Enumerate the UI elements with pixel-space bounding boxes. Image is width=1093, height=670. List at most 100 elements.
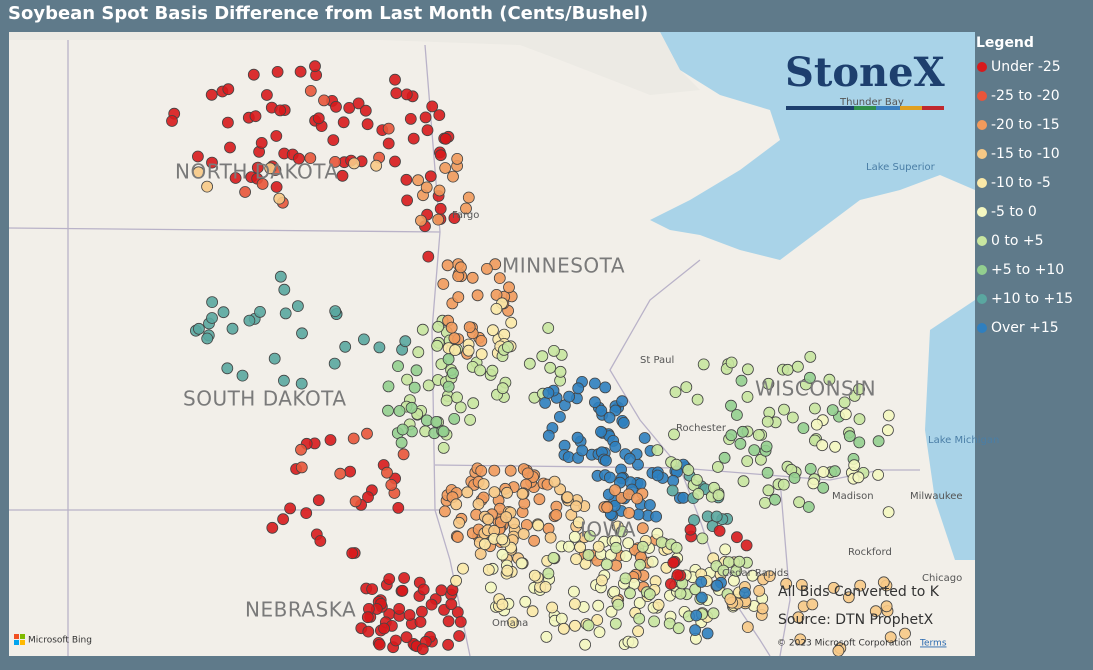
data-point[interactable] [592, 540, 605, 553]
data-point[interactable] [542, 322, 555, 334]
data-point[interactable] [222, 83, 235, 96]
data-point[interactable] [742, 363, 754, 376]
data-point[interactable] [461, 486, 474, 499]
data-point[interactable] [584, 530, 596, 542]
data-point[interactable] [441, 259, 454, 272]
data-point[interactable] [533, 493, 546, 506]
data-point[interactable] [599, 381, 612, 394]
data-point[interactable] [466, 271, 479, 284]
data-point[interactable] [780, 577, 793, 590]
data-point[interactable] [508, 517, 520, 529]
data-point[interactable] [430, 415, 443, 428]
legend-label[interactable]: -10 to -5 [991, 175, 1051, 191]
data-point[interactable] [475, 348, 488, 361]
data-point[interactable] [505, 316, 518, 329]
data-point[interactable] [467, 397, 480, 410]
data-point[interactable] [792, 360, 804, 373]
legend-swatch[interactable] [977, 178, 987, 188]
data-point[interactable] [451, 391, 463, 404]
data-point[interactable] [312, 494, 325, 507]
data-point[interactable] [254, 305, 266, 318]
data-point[interactable] [752, 429, 765, 441]
legend-label[interactable]: Under -25 [991, 59, 1061, 75]
data-point[interactable] [431, 339, 444, 352]
data-point[interactable] [521, 467, 534, 480]
data-point[interactable] [548, 344, 560, 357]
data-point[interactable] [408, 381, 421, 394]
data-point[interactable] [853, 436, 866, 449]
data-point[interactable] [420, 181, 433, 194]
legend-label[interactable]: +10 to +15 [991, 291, 1073, 307]
data-point[interactable] [746, 569, 759, 582]
data-point[interactable] [343, 102, 356, 114]
data-point[interactable] [361, 427, 373, 440]
data-point[interactable] [561, 491, 574, 504]
data-point[interactable] [382, 380, 395, 393]
data-point[interactable] [327, 134, 340, 147]
data-point[interactable] [474, 548, 487, 560]
data-point[interactable] [655, 536, 668, 549]
data-point[interactable] [221, 116, 234, 129]
data-point[interactable] [680, 381, 693, 394]
data-point[interactable] [793, 496, 805, 509]
data-point[interactable] [507, 616, 519, 629]
data-point[interactable] [589, 396, 601, 409]
data-point[interactable] [422, 379, 435, 392]
data-point[interactable] [665, 578, 677, 590]
data-point[interactable] [568, 531, 581, 543]
data-point[interactable] [399, 335, 412, 348]
data-point[interactable] [736, 425, 749, 438]
data-point[interactable] [462, 191, 475, 204]
data-point[interactable] [328, 357, 341, 370]
data-point[interactable] [619, 572, 632, 585]
data-point[interactable] [294, 65, 307, 78]
data-point[interactable] [243, 314, 256, 327]
data-point[interactable] [651, 469, 664, 482]
data-point[interactable] [486, 364, 499, 377]
data-point[interactable] [579, 638, 591, 651]
data-point[interactable] [490, 288, 503, 301]
data-point[interactable] [554, 365, 567, 378]
data-point[interactable] [410, 364, 423, 377]
data-point[interactable] [412, 174, 425, 187]
data-point[interactable] [684, 523, 697, 536]
data-point[interactable] [626, 636, 639, 649]
data-point[interactable] [593, 626, 606, 638]
data-point[interactable] [853, 413, 866, 426]
data-point[interactable] [592, 599, 605, 612]
data-point[interactable] [748, 444, 761, 457]
data-point[interactable] [528, 534, 540, 547]
data-point[interactable] [382, 404, 394, 417]
data-point[interactable] [496, 598, 509, 611]
data-point[interactable] [576, 444, 589, 457]
data-point[interactable] [712, 489, 725, 502]
data-point[interactable] [569, 619, 581, 632]
data-point[interactable] [454, 401, 467, 414]
data-point[interactable] [563, 540, 575, 553]
data-point[interactable] [570, 553, 582, 565]
data-point[interactable] [677, 491, 690, 504]
data-point[interactable] [362, 625, 375, 638]
data-point[interactable] [515, 557, 528, 570]
data-point[interactable] [296, 327, 308, 340]
data-point[interactable] [454, 261, 467, 274]
data-point[interactable] [760, 440, 773, 453]
data-point[interactable] [496, 548, 509, 561]
data-point[interactable] [517, 528, 530, 540]
legend-label[interactable]: +5 to +10 [991, 262, 1064, 278]
data-point[interactable] [762, 377, 775, 390]
data-point[interactable] [217, 306, 230, 319]
data-point[interactable] [569, 598, 581, 610]
legend-swatch[interactable] [977, 120, 987, 130]
data-point[interactable] [636, 540, 649, 553]
data-point[interactable] [542, 386, 555, 399]
data-point[interactable] [674, 587, 687, 600]
data-point[interactable] [595, 425, 607, 438]
data-point[interactable] [804, 462, 817, 475]
data-point[interactable] [735, 374, 748, 387]
data-point[interactable] [667, 556, 680, 569]
data-point[interactable] [277, 513, 290, 526]
data-point[interactable] [382, 137, 395, 150]
data-point[interactable] [344, 465, 357, 478]
data-point[interactable] [447, 170, 459, 183]
